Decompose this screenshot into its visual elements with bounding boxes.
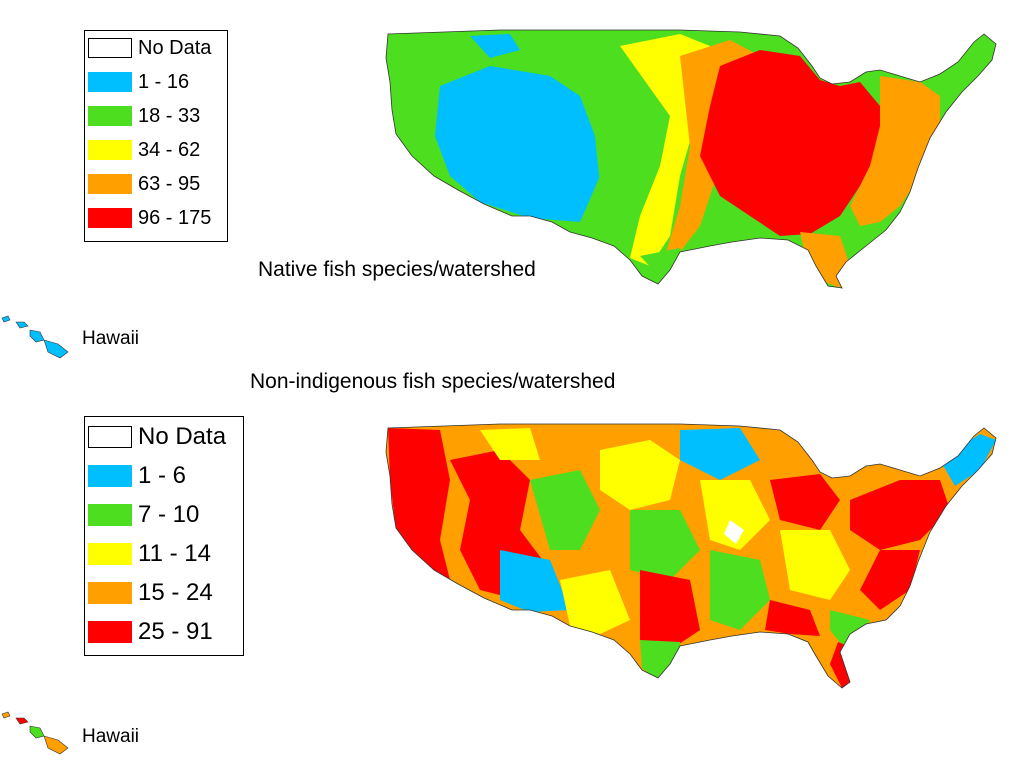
legend-swatch	[88, 425, 132, 448]
legend-swatch	[88, 503, 132, 526]
legend-item: 34 - 62	[85, 133, 227, 167]
legend-item: 11 - 14	[85, 534, 243, 573]
legend-label: 96 - 175	[138, 206, 212, 229]
legend-swatch	[88, 620, 132, 643]
legend-item: 25 - 91	[85, 612, 243, 651]
legend-label: 1 - 16	[138, 70, 190, 93]
hawaii-label-native: Hawaii	[82, 328, 140, 349]
legend-swatch	[88, 542, 132, 565]
legend-label: 63 - 95	[138, 172, 201, 195]
legend-item: 63 - 95	[85, 167, 227, 201]
legend-label: 1 - 6	[138, 461, 187, 489]
native-map-caption: Native fish species/watershed	[258, 258, 536, 281]
legend-label: 34 - 62	[138, 138, 201, 161]
legend-item-no-data: No Data	[85, 417, 243, 456]
legend-label: 7 - 10	[138, 500, 200, 528]
nonnative-legend: No Data 1 - 6 7 - 10 11 - 14 15 - 24 25 …	[84, 416, 244, 656]
legend-label: No Data	[138, 422, 227, 450]
legend-swatch	[88, 208, 132, 228]
legend-item: 1 - 16	[85, 65, 227, 99]
nonnative-species-map	[385, 423, 997, 689]
legend-swatch	[88, 72, 132, 92]
legend-item: 96 - 175	[85, 201, 227, 235]
legend-swatch	[88, 581, 132, 604]
legend-label: 25 - 91	[138, 617, 213, 645]
legend-item: 1 - 6	[85, 456, 243, 495]
legend-label: 18 - 33	[138, 104, 201, 127]
legend-swatch	[88, 38, 132, 58]
legend-item: 7 - 10	[85, 495, 243, 534]
legend-swatch	[88, 106, 132, 126]
nonnative-map-caption: Non-indigenous fish species/watershed	[250, 370, 616, 393]
hawaii-label-nonnative: Hawaii	[82, 726, 140, 747]
legend-item: 15 - 24	[85, 573, 243, 612]
native-species-map	[385, 29, 997, 289]
legend-item: 18 - 33	[85, 99, 227, 133]
hawaii-inset-nonnative	[1, 711, 69, 755]
legend-swatch	[88, 140, 132, 160]
legend-swatch	[88, 464, 132, 487]
legend-label: No Data	[138, 36, 212, 59]
legend-label: 15 - 24	[138, 578, 213, 606]
legend-item-no-data: No Data	[85, 31, 227, 65]
hawaii-inset-native	[1, 315, 69, 359]
legend-swatch	[88, 174, 132, 194]
legend-label: 11 - 14	[138, 539, 211, 567]
native-legend: No Data 1 - 16 18 - 33 34 - 62 63 - 95 9…	[84, 30, 228, 242]
